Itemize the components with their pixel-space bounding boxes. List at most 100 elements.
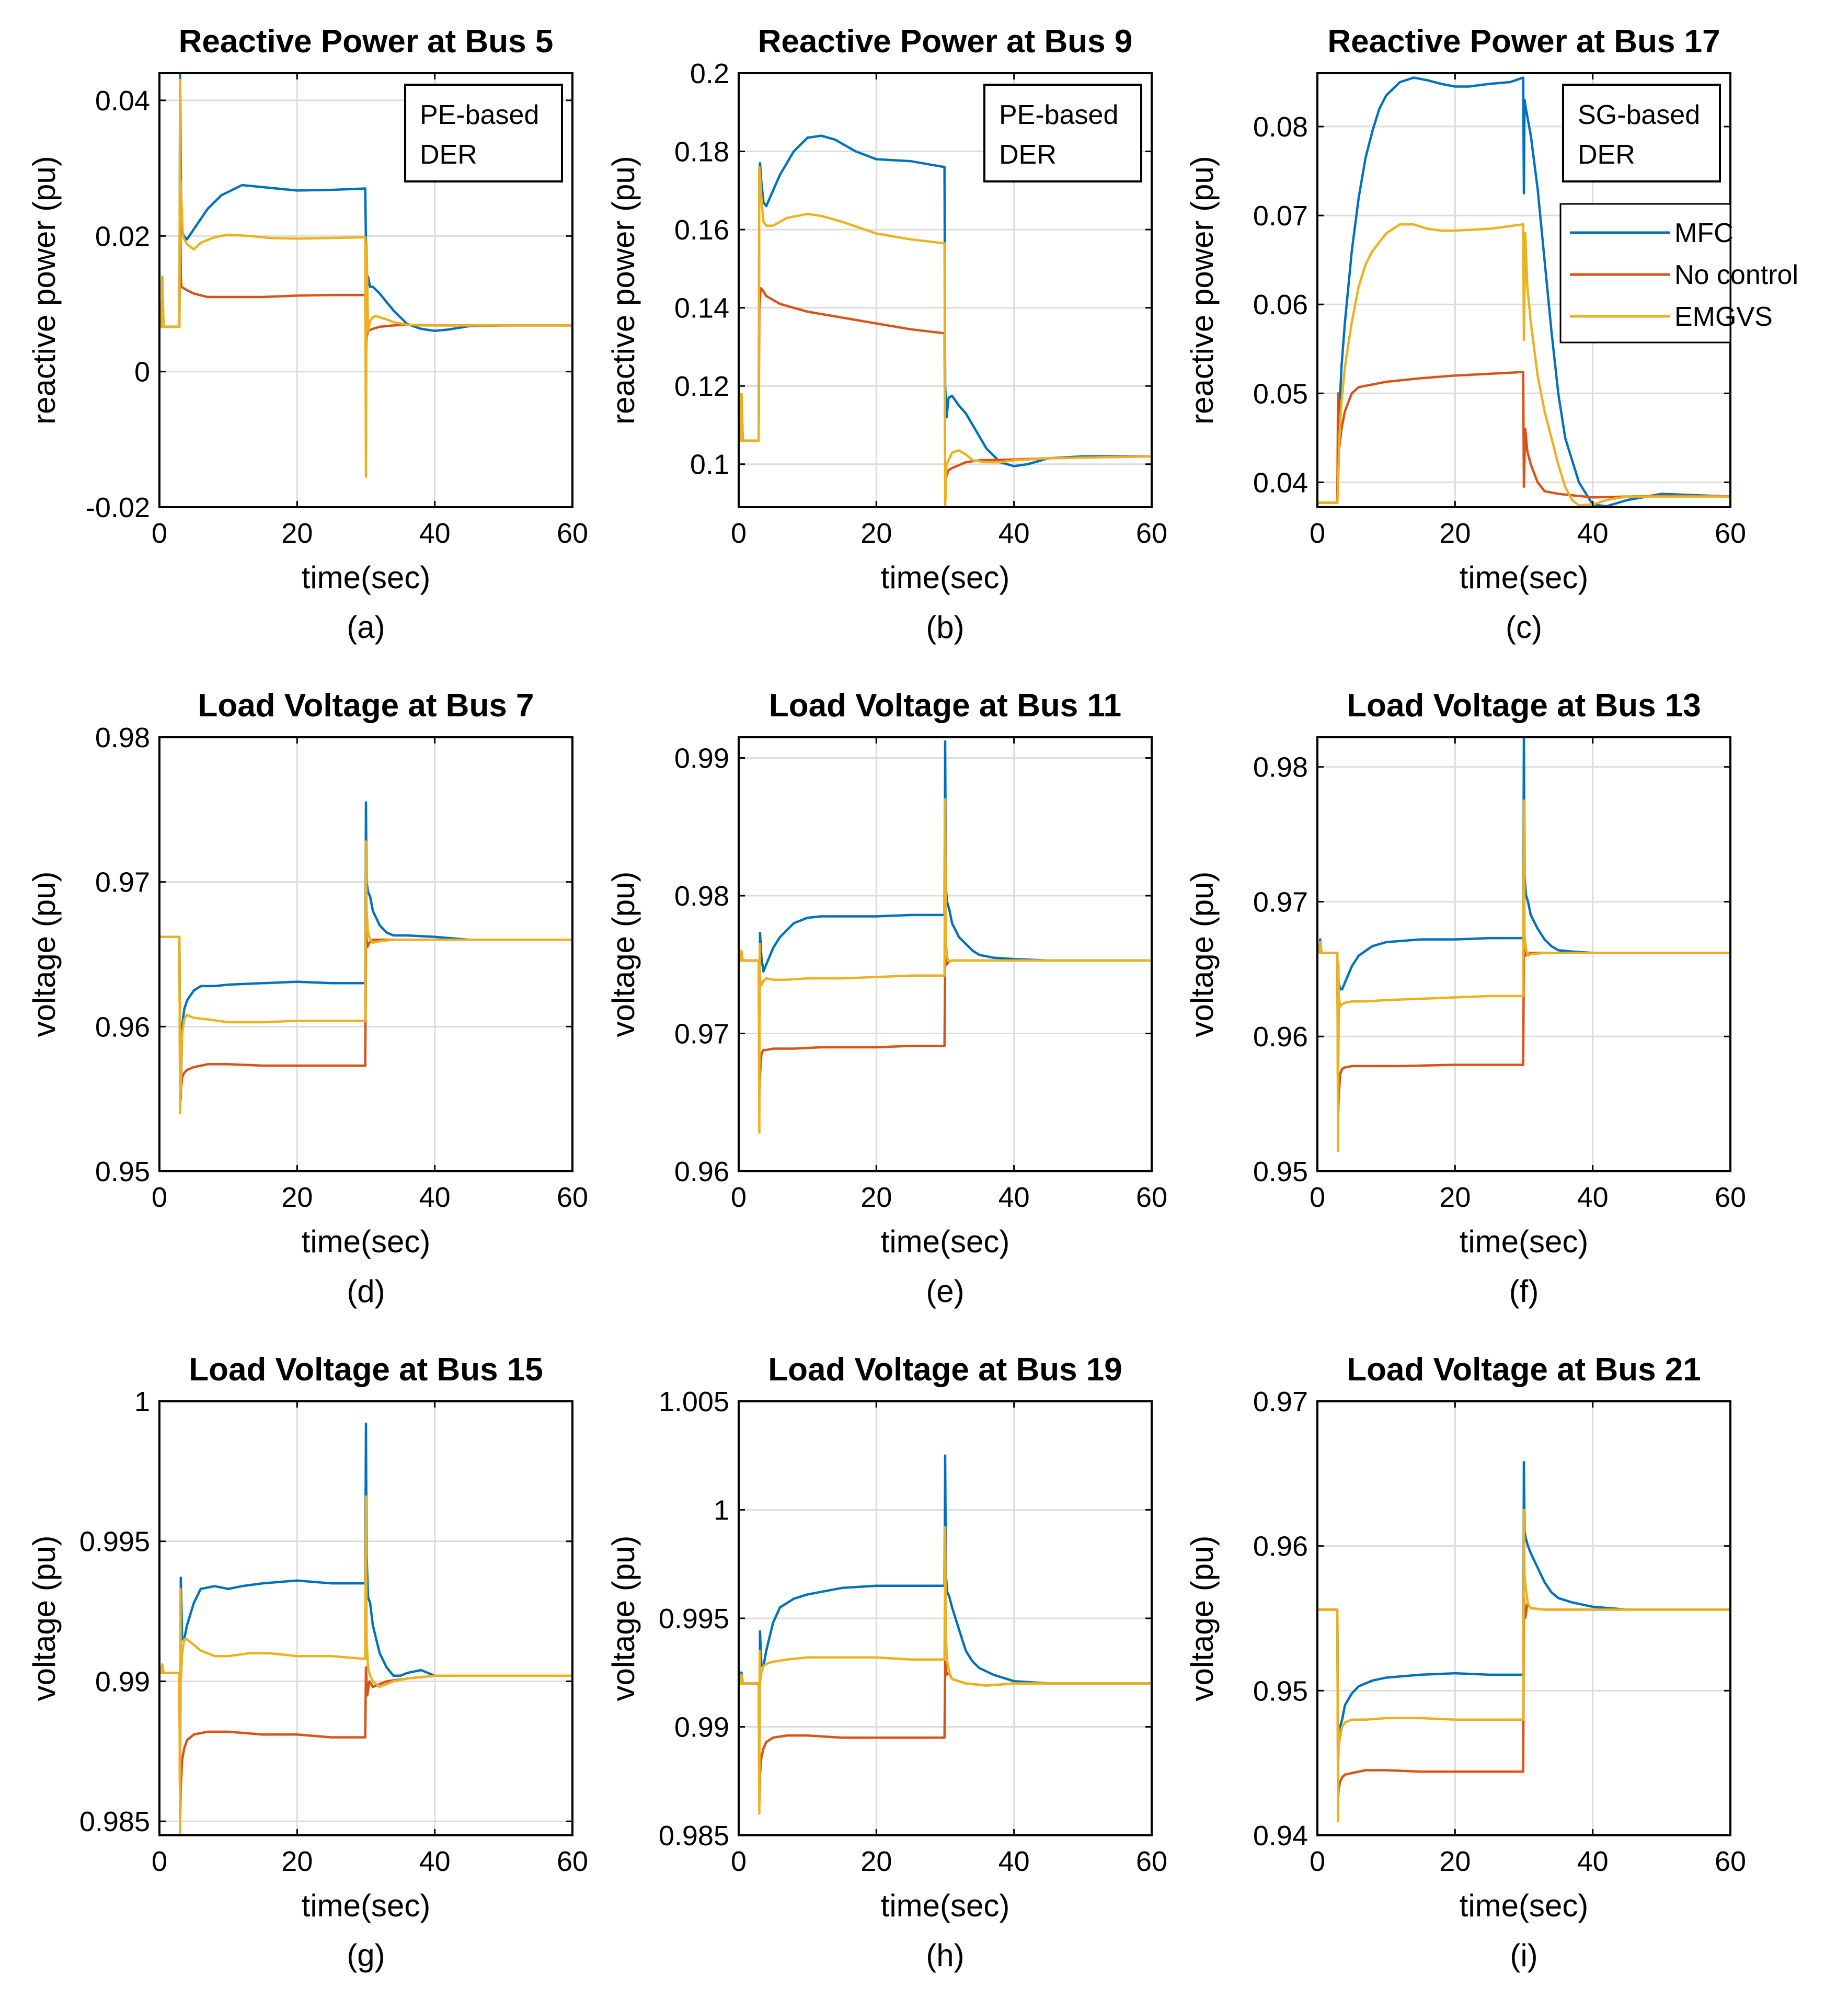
legend-label: MFC (1674, 218, 1734, 248)
series-line-emgvs (159, 840, 572, 1115)
axes-box (738, 736, 1153, 1172)
y-tick-label: 1 (714, 1495, 729, 1526)
x-tick-label: 40 (419, 1182, 451, 1213)
y-tick-label: 0.95 (95, 1156, 150, 1187)
chart-c: 0 20 40 60 0.04 0.05 0.06 0.07 0.08 Reactive Powe… (1185, 24, 1798, 645)
y-axis-label: voltage (pu) (27, 1536, 62, 1701)
series-line-emgvs (159, 1495, 572, 1835)
subfigure-caption: (b) (926, 610, 964, 645)
series-line-emgvs (739, 166, 1152, 507)
x-axis-label: time(sec) (302, 560, 431, 595)
x-tick-label: 0 (1310, 1182, 1325, 1213)
x-tick-label: 0 (731, 518, 747, 549)
y-tick-label: 0.98 (1253, 752, 1308, 783)
y-tick-label: 0.98 (674, 881, 729, 912)
y-tick-label: 0.96 (1253, 1531, 1308, 1562)
x-tick-label: 20 (281, 1846, 313, 1877)
y-tick-label: 0.96 (674, 1156, 729, 1187)
y-axis-label: voltage (pu) (1185, 1536, 1220, 1701)
y-axis-label: reactive power (pu) (27, 156, 62, 425)
axes-box (158, 72, 573, 508)
subfigure-caption: (f) (1509, 1274, 1539, 1309)
y-tick-label: 0.985 (659, 1820, 729, 1852)
x-tick-label: 0 (152, 1182, 167, 1213)
y-axis-label: reactive power (pu) (606, 156, 641, 425)
y-tick-label: 0.97 (95, 867, 150, 898)
y-tick-label: 0.16 (674, 214, 729, 246)
chart-title: Load Voltage at Bus 15 (189, 1352, 543, 1388)
y-tick-label: -0.02 (86, 492, 150, 523)
y-tick-label: 0.06 (1253, 289, 1308, 321)
series-line-mfc (1317, 76, 1730, 507)
series-line-emgvs (1317, 799, 1730, 1152)
y-tick-label: 0.2 (690, 58, 729, 89)
series-group (159, 801, 572, 1115)
annotation-text: DER (1578, 140, 1635, 170)
y-tick-label: 1 (134, 1386, 150, 1418)
y-axis-label: reactive power (pu) (1185, 156, 1220, 425)
x-tick-label: 0 (152, 518, 167, 549)
x-tick-label: 0 (731, 1182, 747, 1213)
chart-g: 0 20 40 60 0.985 0.99 0.995 1 Load Voltage at Bu… (27, 1352, 588, 1973)
y-tick-label: 0 (134, 357, 150, 388)
annotation-text: DER (420, 140, 477, 170)
axes-box (738, 72, 1153, 508)
y-tick-label: 0.02 (95, 221, 150, 252)
chart-title: Reactive Power at Bus 5 (179, 24, 554, 60)
y-axis-label: voltage (pu) (1185, 872, 1220, 1037)
x-axis-label: time(sec) (881, 1224, 1010, 1259)
x-tick-label: 0 (1310, 518, 1325, 549)
x-tick-label: 40 (998, 1846, 1030, 1877)
x-tick-label: 60 (557, 1846, 588, 1877)
axes-box (1316, 736, 1731, 1172)
series-group (1317, 737, 1730, 1152)
x-axis-label: time(sec) (302, 1888, 431, 1923)
y-tick-label: 0.99 (674, 743, 729, 774)
subfigure-caption: (c) (1506, 610, 1542, 645)
axes-box (158, 1400, 573, 1836)
x-tick-label: 20 (860, 518, 892, 549)
series-group (1317, 1460, 1730, 1822)
y-tick-label: 0.97 (674, 1019, 729, 1050)
y-tick-label: 0.04 (1253, 467, 1308, 498)
legend-label: EMGVS (1674, 302, 1773, 332)
annotation-text: PE-based (420, 100, 539, 130)
x-tick-label: 40 (419, 1846, 451, 1877)
y-tick-label: 0.04 (95, 85, 150, 117)
series-line-emgvs (739, 798, 1152, 1134)
series-line-emgvs (739, 1526, 1152, 1815)
series-line-no-control (1317, 371, 1730, 504)
y-tick-label: 0.96 (95, 1011, 150, 1043)
y-tick-label: 0.07 (1253, 200, 1308, 232)
y-axis-label: voltage (pu) (606, 1536, 641, 1701)
chart-h: 0 20 40 60 0.985 0.99 0.995 1 1.005 Load Voltage … (606, 1352, 1167, 1973)
chart-title: Load Voltage at Bus 19 (768, 1352, 1122, 1388)
chart-f: 0 20 40 60 0.95 0.96 0.97 0.98 Load Voltage at B… (1185, 688, 1746, 1309)
x-tick-label: 40 (419, 518, 451, 549)
x-axis-label: time(sec) (881, 560, 1010, 595)
annotation-text: PE-based (999, 100, 1118, 130)
y-tick-label: 0.96 (1253, 1021, 1308, 1053)
x-tick-label: 60 (1715, 1846, 1746, 1877)
x-tick-label: 40 (1577, 1846, 1609, 1877)
x-tick-label: 20 (281, 518, 313, 549)
x-tick-label: 60 (1136, 518, 1167, 549)
y-tick-label: 0.995 (659, 1603, 729, 1635)
chart-i: 0 20 40 60 0.94 0.95 0.96 0.97 Load Voltage at B… (1185, 1352, 1746, 1973)
subfigure-caption: (a) (347, 610, 385, 645)
x-tick-label: 20 (281, 1182, 313, 1213)
x-tick-label: 0 (731, 1846, 747, 1877)
legend-label: No control (1674, 260, 1798, 290)
series-group (739, 134, 1152, 507)
chart-title: Load Voltage at Bus 13 (1347, 688, 1701, 724)
x-tick-label: 60 (1136, 1846, 1167, 1877)
x-axis-label: time(sec) (881, 1888, 1010, 1923)
annotation-box (983, 84, 1142, 182)
subfigure-caption: (h) (926, 1938, 964, 1973)
chart-title: Load Voltage at Bus 11 (769, 688, 1121, 724)
x-tick-label: 40 (998, 518, 1030, 549)
series-group (159, 73, 572, 478)
x-axis-label: time(sec) (1460, 1888, 1589, 1923)
